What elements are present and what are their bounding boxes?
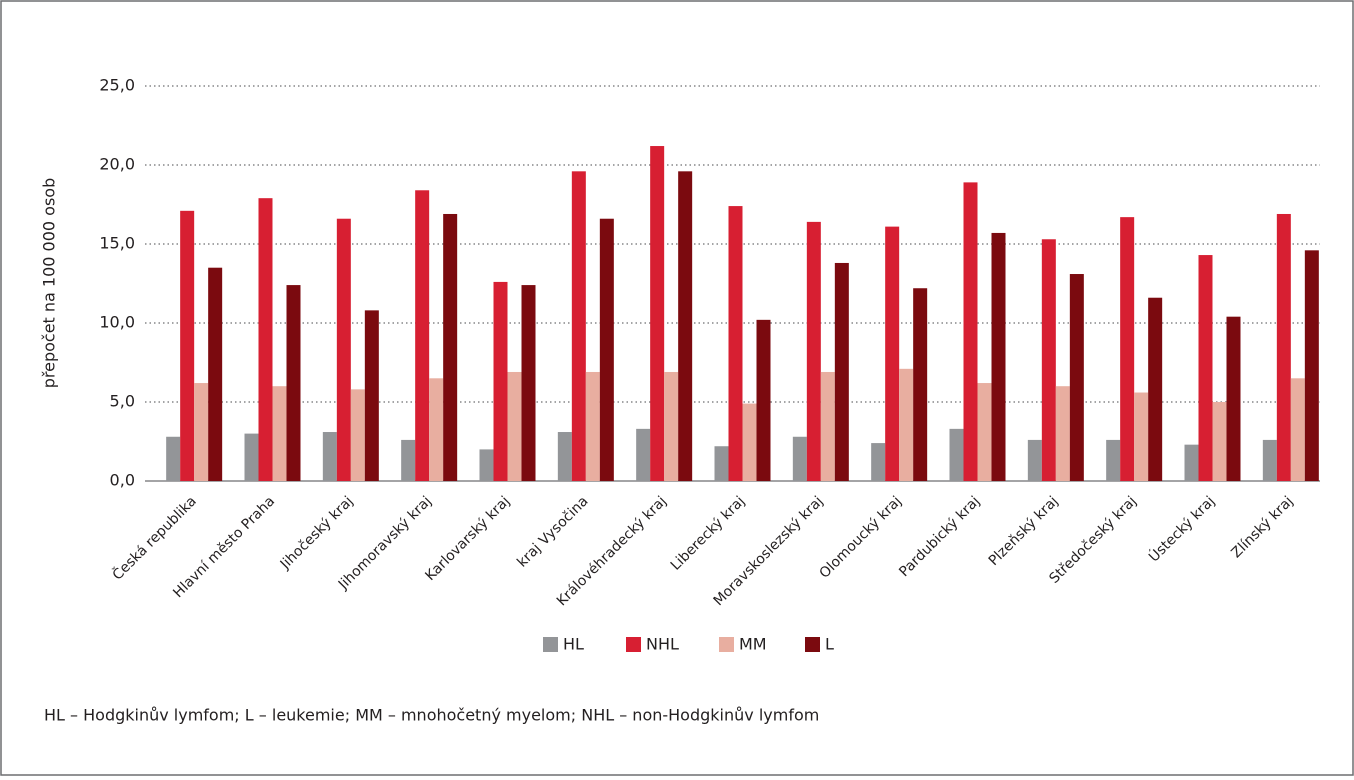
legend-label: NHL [646,635,679,654]
legend-label: MM [739,635,767,654]
bar [728,206,743,481]
y-tick-label: 0,0 [110,471,135,490]
bar [1276,213,1291,482]
bar [1304,250,1319,481]
legend-swatch [719,637,734,652]
bar [585,371,600,481]
bar [1069,274,1084,481]
y-tick-label: 10,0 [99,313,135,332]
bar [336,218,351,481]
bar [1027,439,1042,481]
bar [429,378,444,481]
bar [571,171,586,481]
bar [507,371,522,481]
bar [834,262,849,481]
bar [180,210,195,481]
bar [364,310,379,481]
legend-swatch [626,637,641,652]
bar [493,281,508,481]
bar [913,288,928,481]
bar [479,449,494,481]
bar [1055,386,1070,481]
bar [599,218,614,481]
bar [557,432,572,481]
bar [286,285,301,481]
bar [244,433,259,481]
bar [756,319,771,481]
bar [1226,316,1241,481]
legend-label: L [825,635,834,654]
bar [714,446,729,481]
bar [1184,444,1199,481]
y-tick-label: 25,0 [99,76,135,95]
legend-label: HL [563,635,584,654]
bar [664,371,679,481]
bar [166,436,181,481]
bar [963,182,978,481]
y-tick-label: 20,0 [99,155,135,174]
y-tick-label: 5,0 [110,392,135,411]
bar [443,213,458,482]
footnote: HL – Hodgkinův lymfom; L – leukemie; MM … [44,706,819,725]
bar [1290,378,1305,481]
bar [949,428,964,481]
bar [521,285,536,481]
bar [1041,239,1056,481]
bar [1212,402,1227,481]
bar [1198,255,1213,481]
bar [258,198,273,481]
bar [678,171,693,481]
bar [401,439,416,481]
legend-swatch [805,637,820,652]
bar [1106,439,1121,481]
bar [1262,439,1277,481]
bar [636,428,651,481]
bar [742,403,757,481]
bar [415,190,430,481]
bar [1120,217,1135,481]
y-axis-label: přepočet na 100 000 osob [40,178,59,389]
bar [1148,297,1163,481]
bar [820,371,835,481]
y-tick-label: 15,0 [99,234,135,253]
bar [194,383,209,481]
bar [650,146,665,482]
bar [1134,392,1149,481]
bar [208,267,223,481]
bar [322,432,337,481]
bar [991,232,1006,481]
bar [792,436,807,481]
bar [806,221,821,481]
bar [350,389,365,481]
bar [272,386,287,481]
bar [977,383,992,481]
bar [871,443,886,481]
legend-swatch [543,637,558,652]
bar [899,368,914,481]
bar [885,226,900,481]
